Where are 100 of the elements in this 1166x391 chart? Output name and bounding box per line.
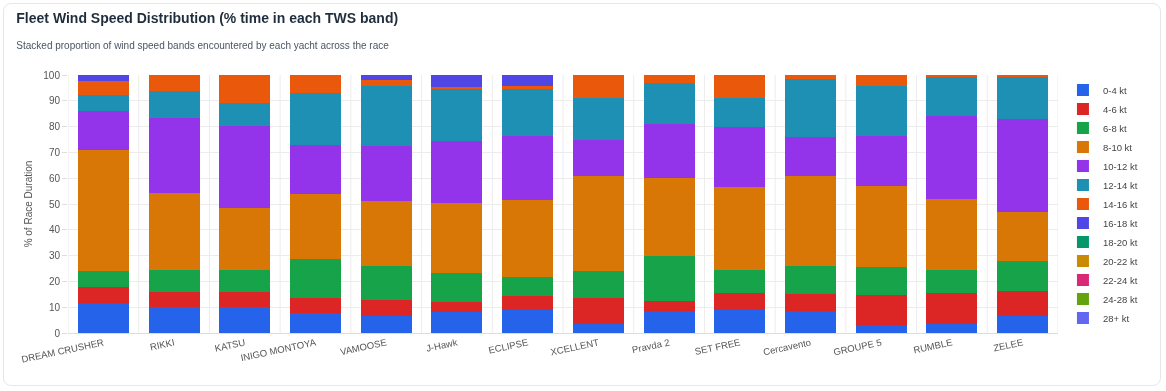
chart-subtitle: Stacked proportion of wind speed bands encountered by each yacht across the race bbox=[16, 40, 390, 52]
bar bbox=[785, 75, 836, 80]
bar bbox=[643, 178, 695, 256]
bar bbox=[290, 259, 341, 299]
x-tick-label: DREAM CRUSHER bbox=[20, 336, 105, 365]
bar bbox=[290, 93, 341, 146]
bar bbox=[219, 125, 271, 208]
bar bbox=[997, 260, 1049, 291]
bar bbox=[77, 75, 129, 82]
bar bbox=[360, 200, 412, 266]
legend-label: 16-18 kt bbox=[1102, 217, 1138, 229]
bar bbox=[926, 115, 978, 199]
bar bbox=[219, 292, 271, 308]
bar bbox=[785, 79, 836, 137]
bar bbox=[572, 139, 624, 177]
bar bbox=[997, 290, 1049, 317]
bar bbox=[77, 95, 129, 112]
bar bbox=[785, 136, 836, 177]
bar bbox=[502, 75, 554, 87]
legend-label: 0-4 kt bbox=[1102, 84, 1128, 96]
legend-label: 28+ kt bbox=[1102, 312, 1130, 324]
x-tick-label: RUMBLE bbox=[912, 336, 954, 356]
bar bbox=[77, 302, 129, 333]
bar bbox=[148, 90, 200, 118]
bar bbox=[431, 312, 483, 333]
bar bbox=[219, 102, 271, 126]
bar bbox=[714, 310, 766, 333]
bar bbox=[290, 193, 341, 260]
x-tick-label: Pravda 2 bbox=[630, 336, 671, 356]
bar bbox=[572, 75, 624, 98]
legend-label: 22-24 kt bbox=[1102, 274, 1138, 286]
y-axis-title: % of Race Duration bbox=[23, 160, 35, 248]
bar bbox=[714, 126, 766, 187]
bar bbox=[502, 86, 554, 89]
legend-label: 6-8 kt bbox=[1102, 122, 1128, 134]
bar bbox=[714, 269, 766, 294]
bar bbox=[502, 88, 554, 137]
bar bbox=[431, 75, 483, 88]
bar bbox=[643, 255, 695, 302]
bar bbox=[926, 77, 978, 116]
bar bbox=[643, 82, 695, 125]
bar bbox=[502, 136, 554, 201]
bar bbox=[502, 277, 554, 296]
bar bbox=[77, 271, 129, 287]
bar bbox=[360, 146, 412, 201]
x-tick-label: Cercavento bbox=[762, 336, 812, 358]
bar bbox=[926, 270, 978, 293]
bar bbox=[77, 81, 129, 96]
bar bbox=[997, 212, 1049, 261]
bar bbox=[290, 312, 341, 333]
bar bbox=[855, 325, 907, 333]
y-tick-label: 70 bbox=[48, 146, 61, 158]
bar bbox=[290, 298, 341, 313]
bar bbox=[855, 136, 907, 186]
bar bbox=[572, 324, 624, 333]
bar bbox=[148, 192, 200, 270]
legend-label: 4-6 kt bbox=[1102, 103, 1128, 115]
bar bbox=[572, 271, 624, 299]
y-tick-label: 90 bbox=[48, 95, 61, 107]
y-tick-label: 80 bbox=[48, 121, 61, 133]
bar bbox=[148, 307, 200, 333]
x-tick-label: GROUPE 5 bbox=[832, 336, 883, 358]
y-tick-label: 50 bbox=[48, 198, 61, 210]
bar bbox=[997, 76, 1049, 120]
legend-label: 18-20 kt bbox=[1102, 236, 1138, 248]
bar bbox=[431, 202, 483, 273]
bar bbox=[572, 298, 624, 325]
legend-label: 12-14 kt bbox=[1102, 179, 1138, 191]
bar bbox=[714, 186, 766, 270]
bar bbox=[360, 316, 412, 333]
bar bbox=[997, 316, 1049, 333]
bar bbox=[360, 75, 412, 80]
bar bbox=[785, 176, 836, 266]
bar bbox=[219, 270, 271, 293]
bar bbox=[855, 75, 907, 86]
x-tick-label: ZELEE bbox=[992, 336, 1025, 354]
bar bbox=[572, 97, 624, 140]
x-tick-label: RIKKI bbox=[148, 336, 176, 353]
bar bbox=[360, 265, 412, 300]
x-tick-label: J-Hawk bbox=[425, 336, 459, 354]
bar bbox=[785, 311, 836, 333]
legend-label: 24-28 kt bbox=[1102, 293, 1138, 305]
bar bbox=[77, 111, 129, 151]
bar bbox=[572, 176, 624, 272]
bar bbox=[77, 286, 129, 303]
bar bbox=[431, 140, 483, 203]
bar bbox=[997, 119, 1049, 212]
bar bbox=[77, 150, 129, 272]
y-tick-label: 30 bbox=[48, 250, 61, 262]
bar bbox=[431, 302, 483, 313]
legend-label: 10-12 kt bbox=[1102, 160, 1138, 172]
bar bbox=[290, 75, 341, 94]
y-tick-label: 60 bbox=[48, 172, 61, 184]
x-tick-label: VAMOOSE bbox=[339, 336, 388, 358]
x-tick-label: KATSU bbox=[213, 336, 247, 354]
chart-title: Fleet Wind Speed Distribution (% time in each TWS band) bbox=[16, 10, 399, 27]
y-tick-label: 10 bbox=[48, 301, 61, 313]
bar bbox=[714, 75, 766, 98]
bar bbox=[502, 295, 554, 311]
bar bbox=[855, 266, 907, 296]
